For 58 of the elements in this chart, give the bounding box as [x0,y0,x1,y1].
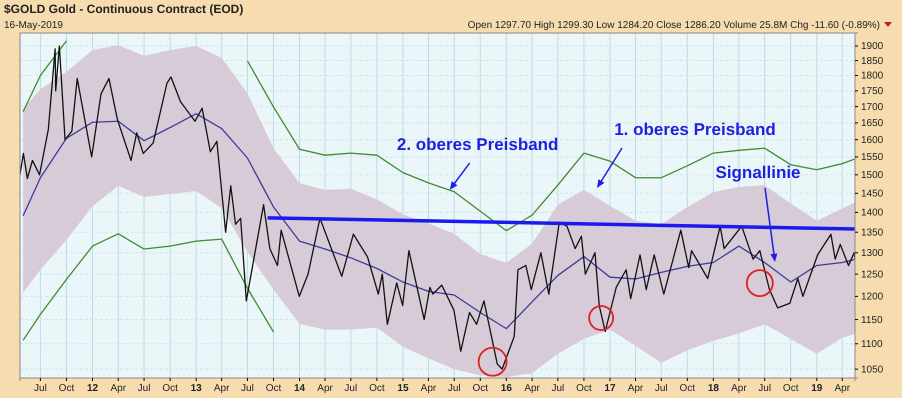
x-tick-label: Apr [110,383,127,394]
y-tick-label: 1700 [861,102,884,113]
x-tick-label: 17 [604,383,616,394]
y-tick-label: 1550 [861,152,884,164]
y-tick-label: 1400 [861,208,884,219]
x-tick-label: Oct [472,383,488,394]
x-tick-label: Jul [551,383,564,394]
annotation: Signallinie [715,163,801,182]
x-tick-label: Apr [524,383,541,394]
y-tick-label: 1500 [861,170,884,182]
x-tick-label: 13 [190,383,202,394]
line-series [22,113,855,330]
x-tick-label: Apr [628,383,644,394]
y-tick-label: 1250 [861,269,884,280]
x-tick-label: Jul [448,383,461,394]
y-tick-label: 1350 [861,227,884,238]
y-tick-label: 1200 [861,292,884,303]
x-tick-label: Oct [162,383,178,394]
x-tick-label: Oct [369,383,385,394]
annotation: 1. oberes Preisband [614,120,776,139]
x-tick-label: Jul [758,383,772,394]
x-tick-label: Jul [34,383,47,394]
x-tick-label: Oct [266,383,282,394]
x-tick-label: 18 [708,383,720,394]
x-tick-label: Apr [420,383,437,394]
y-tick-label: 1100 [861,338,883,350]
x-tick-label: Apr [214,383,230,394]
y-tick-label: 1050 [861,364,884,376]
x-tick-label: Oct [58,383,74,394]
y-tick-label: 1900 [861,41,884,52]
x-tick-label: Oct [576,383,592,394]
chart-subtitle: 16-May-2019 [4,20,64,31]
x-tick-label: Apr [731,383,748,394]
x-tick-label: Jul [654,383,668,394]
y-tick-label: 1850 [861,56,884,67]
x-tick-label: Oct [680,383,696,394]
x-tick-label: 15 [397,383,409,394]
x-tick-label: 16 [500,383,512,394]
line-series [22,233,274,341]
annotation: 2. oberes Preisband [396,134,558,154]
y-tick-label: 1300 [861,248,884,259]
x-tick-label: Apr [317,383,334,394]
chart-title: $GOLD Gold - Continuous Contract (EOD) [4,2,244,16]
x-tick-label: Jul [344,383,358,394]
x-tick-label: 19 [811,383,823,394]
y-tick-label: 1150 [861,314,883,326]
text: Open 1297.70 High 1299.30 Low 1284.20 Close 1286.20 Volume 25.8M Chg -11.60 (-0.89%) [468,20,880,31]
y-tick-label: 1750 [861,86,884,98]
y-tick-label: 1450 [861,188,884,200]
x-tick-label: Oct [782,383,799,394]
x-tick-label: 14 [294,383,306,394]
x-tick-label: 12 [86,383,99,394]
x-tick-label: Apr [834,383,851,394]
x-tick-label: Jul [138,383,150,394]
y-tick-label: 1650 [861,118,884,130]
y-tick-label: 1800 [861,70,884,82]
y-tick-label: 1600 [861,134,884,146]
x-tick-label: Jul [241,383,254,394]
